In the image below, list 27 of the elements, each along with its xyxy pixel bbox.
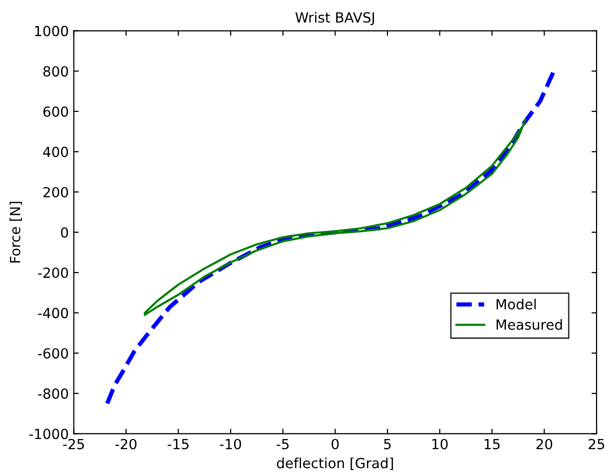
y-tick-label: -400 (38, 308, 68, 318)
x-tick-label: -5 (276, 439, 289, 450)
x-tick-label: 0 (332, 438, 339, 450)
x-tick-label: 5 (384, 439, 391, 450)
legend-label: Model (496, 298, 536, 310)
x-tick-label: -25 (63, 438, 84, 450)
x-tick-label: 10 (432, 438, 448, 450)
y-tick-label: -600 (38, 348, 68, 359)
y-tick-label: 1000 (35, 26, 68, 36)
y-tick-label: 400 (43, 146, 68, 158)
y-tick-label: 600 (43, 106, 68, 117)
x-tick-label: 20 (536, 438, 552, 450)
y-tick-label: -1000 (29, 428, 68, 440)
x-tick-label: -15 (168, 439, 188, 450)
y-axis-title: Force [N] (10, 202, 22, 262)
y-tick-label: 0 (61, 227, 68, 238)
y-tick-label: -800 (38, 388, 68, 399)
y-tick-label: -200 (38, 268, 68, 278)
y-tick-label: 200 (43, 186, 68, 198)
x-tick-label: -20 (115, 438, 136, 450)
x-tick-label: 15 (484, 439, 500, 450)
x-tick-label: 25 (588, 438, 604, 450)
legend-label: Measured (496, 319, 562, 330)
chart-title: Wrist BAVSJ (295, 12, 374, 26)
y-tick-label: 800 (43, 66, 68, 77)
x-tick-label: -10 (220, 438, 242, 450)
x-axis-title: deflection [Grad] (276, 458, 393, 470)
